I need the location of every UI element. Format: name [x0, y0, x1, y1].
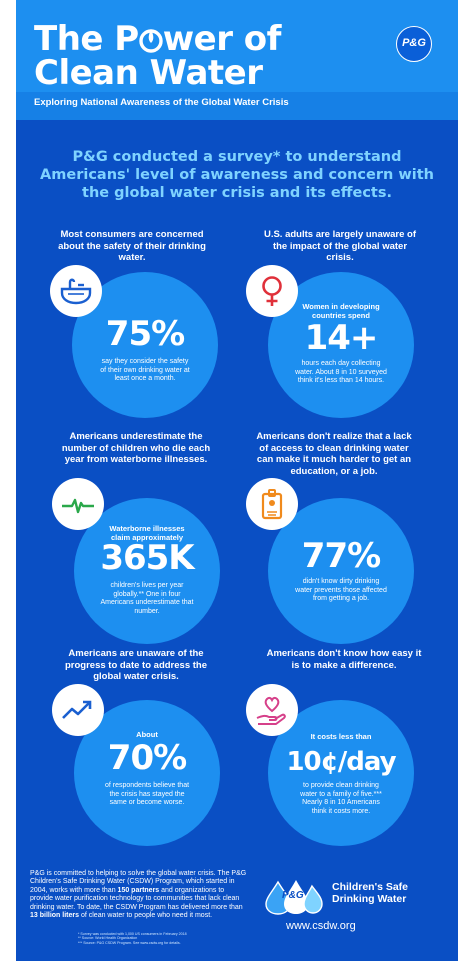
card-6-stat: 10¢/day: [286, 747, 396, 777]
card-2-icon-circle: [246, 265, 298, 317]
card-3-desc: children's lives per year globally.** On…: [100, 582, 194, 615]
card-2-lead: U.S. adults are largely unaware of the i…: [263, 229, 417, 263]
card-2-desc: hours each day collecting water. About 8…: [295, 360, 387, 384]
card-4-stat: 77%: [301, 536, 381, 576]
footer-description: P&G is committed to helping to solve the…: [30, 870, 248, 920]
card-5-pre: About: [136, 730, 158, 739]
card-3-pre: Waterborne illnesses claim approximately: [109, 524, 185, 542]
card-3-bubble: Waterborne illnesses claim approximately…: [74, 498, 220, 644]
card-5-desc: of respondents believe that the crisis h…: [104, 782, 190, 806]
card-5-stat: 70%: [107, 738, 187, 778]
card-6-desc: to provide clean drinking water to a fam…: [300, 782, 382, 815]
card-4-icon-circle: [246, 478, 298, 530]
pg-logo: P&G: [396, 26, 432, 62]
card-5-icon-circle: [52, 684, 104, 736]
csdw-logo: P&G Children's Safe Drinking Water: [262, 876, 442, 916]
card-2-pre: Women in developing countries spend: [302, 302, 380, 320]
card-6-icon-circle: [246, 684, 298, 736]
card-2-stat: 14+: [304, 318, 379, 358]
infographic-poster: The P wer of Clean Water P&G Exploring Na…: [16, 0, 458, 961]
card-1-lead: Most consumers are concerned about the s…: [58, 229, 206, 263]
card-3-stat: 365K: [100, 538, 194, 578]
title-part-a: The P: [34, 19, 139, 59]
csdw-program-name: Children's Safe Drinking Water: [332, 881, 442, 905]
csdw-name-line-2: Drinking Water: [332, 893, 407, 905]
footnote-2: ** Source: World Health Organization: [78, 936, 138, 941]
footer-bold-liters: 13 billion liters: [30, 912, 80, 920]
page-subtitle: Exploring National Awareness of the Glob…: [34, 97, 289, 108]
water-drops-logo-icon: [265, 880, 323, 915]
footnote-3: *** Source: P&G CSDW Program. See www.cs…: [78, 940, 181, 945]
card-6-bubble: It costs less than 10¢/day to provide cl…: [268, 700, 414, 846]
card-1-icon-circle: [50, 265, 102, 317]
footer-text-3: of clean water to people who need it mos…: [79, 912, 213, 920]
subtitle-band: [16, 92, 458, 120]
footnotes: * Survey was conducted with 1,000 US con…: [78, 932, 238, 945]
csdw-name-line-1: Children's Safe: [332, 881, 409, 893]
footnote-1: * Survey was conducted with 1,000 US con…: [78, 932, 187, 936]
title-line-2: Clean Water: [34, 53, 263, 93]
card-1-stat: 75%: [105, 314, 185, 354]
card-3-lead: Americans underestimate the number of ch…: [61, 431, 211, 465]
female-symbol-icon: [262, 276, 282, 306]
website-link[interactable]: www.csdw.org: [286, 920, 356, 932]
intro-text: P&G conducted a survey* to understand Am…: [40, 149, 434, 201]
footer-bold-partners: 150 partners: [117, 886, 160, 894]
card-5-lead: Americans are unaware of the progress to…: [64, 648, 207, 682]
card-6-lead: Americans don't know how easy it is to m…: [266, 648, 422, 671]
footer-text-2: and organizations to provide water purif…: [30, 886, 243, 911]
sink-icon: [60, 278, 92, 305]
card-4-desc: didn't know dirty drinking water prevent…: [295, 578, 387, 602]
title-line-1: The P wer of: [34, 22, 281, 56]
water-drop-o-icon: [139, 29, 163, 53]
trend-up-icon: [62, 700, 92, 719]
title-part-b: wer of: [162, 19, 282, 59]
card-3-icon-circle: [52, 478, 104, 530]
card-1-desc: say they consider the safety of their ow…: [100, 358, 190, 382]
id-badge-icon: [261, 489, 283, 520]
card-4-lead: Americans don't realize that a lack of a…: [256, 431, 412, 477]
heartbeat-icon: [62, 498, 94, 514]
heart-hand-icon: [256, 696, 286, 725]
footer-text-1: P&G is committed to helping to solve the…: [30, 870, 247, 894]
csdw-pg-logo: P&G: [282, 890, 304, 901]
card-6-pre: It costs less than: [310, 732, 372, 741]
card-4-bubble: 77% didn't know dirty drinking water pre…: [268, 498, 414, 644]
page-title: The P wer of Clean Water: [34, 22, 281, 90]
